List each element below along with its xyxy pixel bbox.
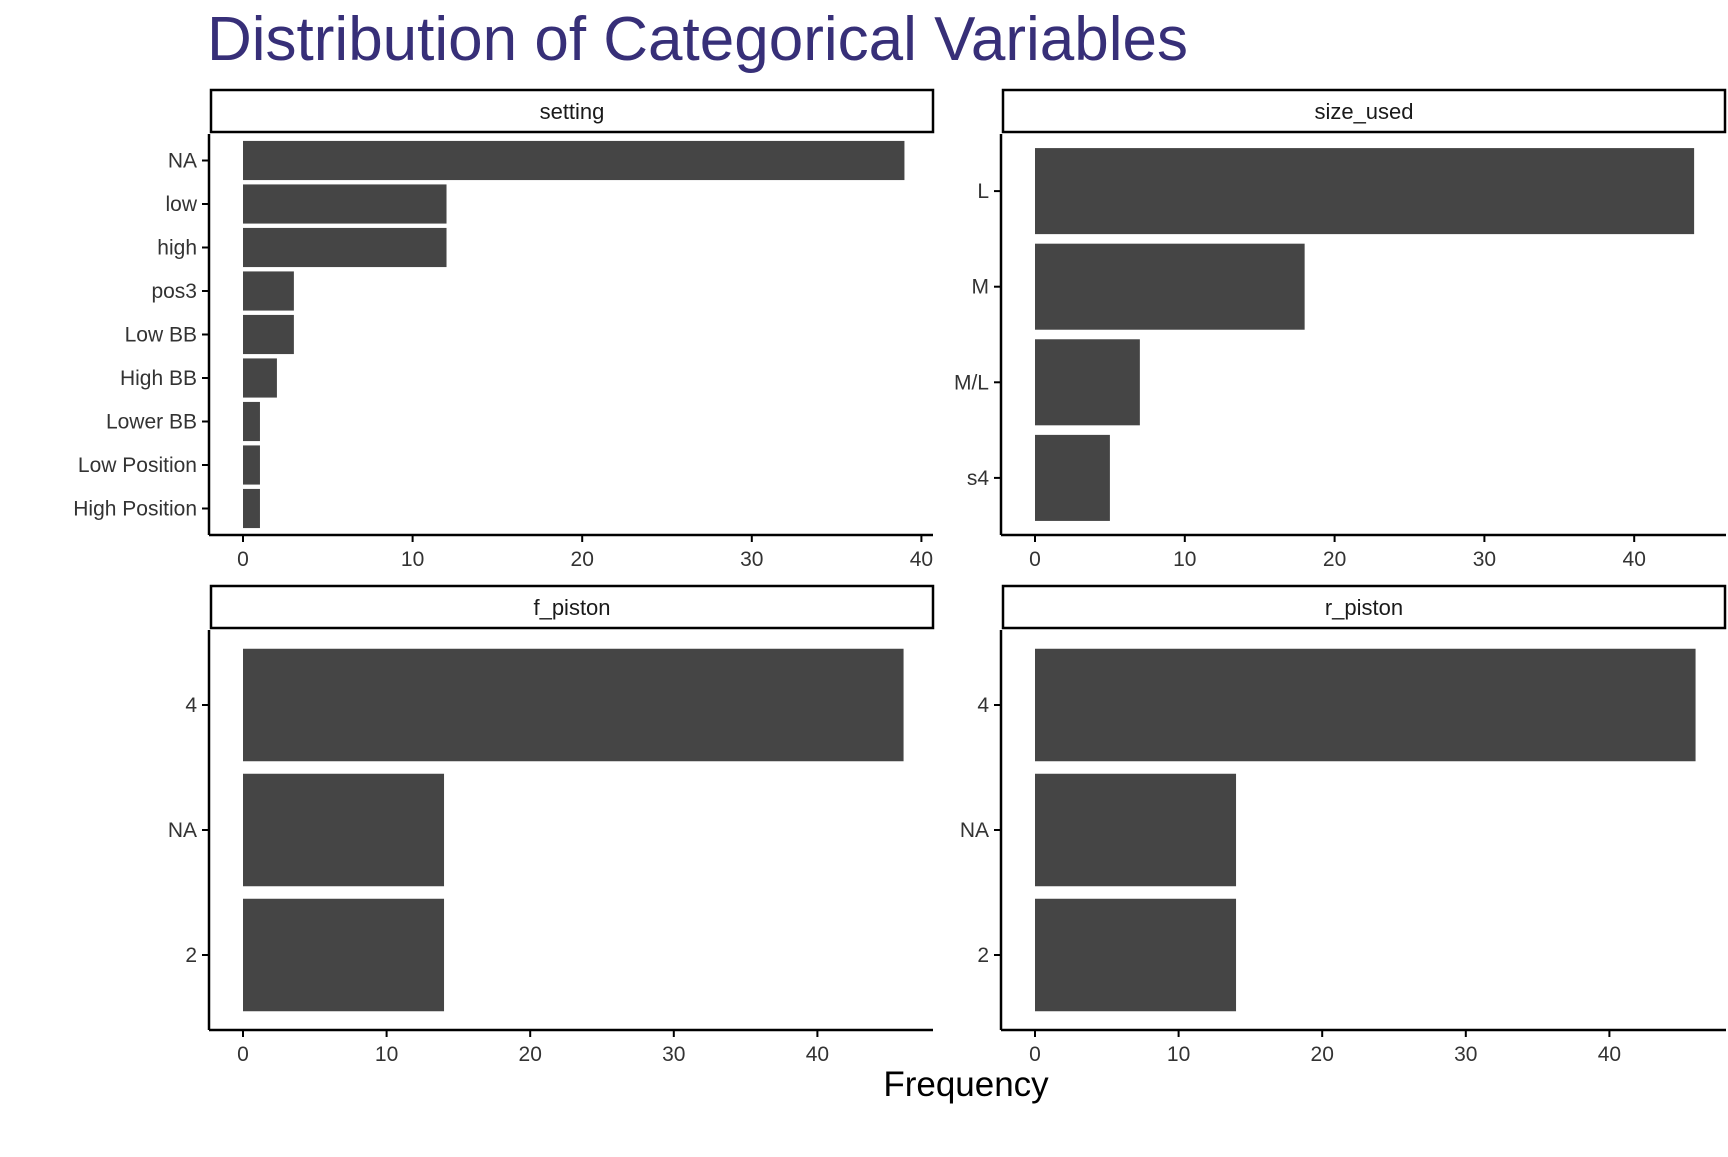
y-tick-label: Low Position — [78, 454, 197, 477]
facet-panel-size_used: size_used L M M/L s4 0 10 20 30 40 — [954, 88, 1727, 571]
y-tick-label: Lower BB — [106, 411, 197, 434]
bar — [243, 445, 260, 485]
bar — [243, 401, 260, 442]
y-tick-label: s4 — [967, 467, 990, 490]
bar — [1035, 773, 1237, 887]
y-tick-label: 4 — [977, 694, 989, 717]
x-tick-label: 10 — [1167, 1043, 1190, 1066]
y-tick-label: Low BB — [125, 324, 197, 347]
x-tick-label: 10 — [1173, 548, 1196, 571]
facet-strip — [1001, 88, 1727, 134]
y-tick-label: L — [977, 180, 989, 203]
y-tick-label: 2 — [185, 944, 197, 967]
y-tick-label: pos3 — [151, 280, 197, 303]
bar — [1035, 243, 1305, 330]
y-tick-label: 4 — [185, 694, 197, 717]
x-tick-label: 0 — [237, 1043, 249, 1066]
y-tick-label: NA — [168, 150, 197, 173]
x-tick-label: 10 — [375, 1043, 398, 1066]
bar — [243, 898, 445, 1012]
bar — [1035, 339, 1140, 426]
x-tick-label: 30 — [1454, 1043, 1477, 1066]
bar — [243, 140, 905, 181]
x-tick-label: 0 — [1029, 548, 1041, 571]
facet-strip — [209, 584, 935, 630]
bar — [243, 227, 447, 268]
x-tick-label: 40 — [1598, 1043, 1621, 1066]
bar — [243, 314, 294, 355]
facet-strip-label: r_piston — [1325, 595, 1403, 620]
bar — [243, 358, 277, 398]
x-tick-label: 40 — [1623, 548, 1646, 571]
x-tick-label: 30 — [740, 548, 763, 571]
x-tick-label: 40 — [806, 1043, 829, 1066]
x-tick-label: 20 — [519, 1043, 542, 1066]
facet-panel-setting: setting NA low high pos3 Low BB High BB Lower B… — [73, 88, 935, 571]
x-axis-label: Frequency — [883, 1065, 1049, 1104]
x-tick-label: 40 — [910, 548, 933, 571]
facet-strip — [1001, 584, 1727, 630]
bar — [1035, 148, 1695, 235]
bar — [243, 773, 445, 887]
y-tick-label: M/L — [954, 371, 989, 394]
y-tick-label: 2 — [977, 944, 989, 967]
y-tick-label: High BB — [120, 367, 197, 390]
y-tick-label: NA — [960, 819, 989, 842]
x-tick-label: 20 — [571, 548, 594, 571]
facet-strip — [209, 88, 935, 134]
bar — [243, 271, 294, 311]
bar — [243, 184, 447, 224]
bar — [243, 488, 260, 529]
x-tick-label: 20 — [1323, 548, 1346, 571]
bar — [1035, 898, 1237, 1012]
x-tick-label: 0 — [1029, 1043, 1041, 1066]
facet-strip-label: f_piston — [533, 595, 610, 620]
chart-title: Distribution of Categorical Variables — [207, 5, 1188, 74]
x-tick-label: 30 — [1473, 548, 1496, 571]
facet-strip-label: size_used — [1314, 99, 1413, 124]
bar — [1035, 648, 1696, 762]
y-tick-label: high — [157, 237, 197, 260]
y-tick-label: M — [972, 276, 990, 299]
y-tick-label: NA — [168, 819, 197, 842]
y-tick-label: High Position — [73, 498, 197, 521]
x-tick-label: 30 — [662, 1043, 685, 1066]
y-tick-label: low — [165, 193, 197, 216]
x-tick-label: 0 — [237, 548, 249, 571]
x-tick-label: 20 — [1311, 1043, 1334, 1066]
facet-panels: setting NA low high pos3 Low BB High BB Lower B… — [73, 88, 1727, 1066]
x-tick-label: 10 — [401, 548, 424, 571]
bar — [243, 648, 904, 762]
bar — [1035, 434, 1110, 521]
facet-strip-label: setting — [540, 99, 605, 124]
